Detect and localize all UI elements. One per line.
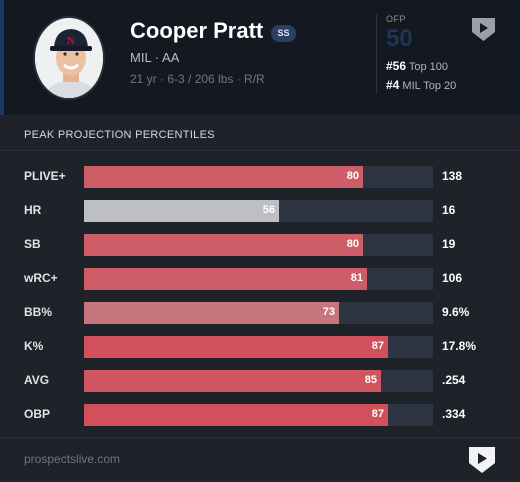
footer-divider bbox=[0, 437, 520, 438]
row-value: 17.8% bbox=[442, 339, 477, 353]
row-value: .254 bbox=[442, 373, 466, 387]
row-label: AVG bbox=[24, 373, 50, 387]
row-value: .334 bbox=[442, 407, 466, 421]
percentile-track: 87 bbox=[84, 336, 433, 358]
percentile-row: BB% 73 9.6% bbox=[0, 302, 520, 324]
percentile-row: HR 56 16 bbox=[0, 200, 520, 222]
percentile-label: 87 bbox=[371, 408, 384, 420]
player-header: N Cooper Pratt SS MIL · AA 21 yr · 6-3 /… bbox=[0, 0, 520, 115]
percentile-track: 56 bbox=[84, 200, 433, 222]
row-label: HR bbox=[24, 203, 42, 217]
prospectslive-footer-logo-icon[interactable] bbox=[468, 446, 496, 474]
top100-rank-number: #56 bbox=[386, 59, 407, 73]
percentile-label: 87 bbox=[371, 340, 384, 352]
team-level: MIL · AA bbox=[130, 50, 180, 65]
team-rank: #4 MIL Top 20 bbox=[386, 78, 456, 92]
percentile-track: 73 bbox=[84, 302, 433, 324]
section-divider bbox=[0, 150, 520, 151]
header-divider bbox=[376, 14, 377, 94]
percentile-row: PLIVE+ 80 138 bbox=[0, 166, 520, 188]
percentile-row: SB 80 19 bbox=[0, 234, 520, 256]
row-label: OBP bbox=[24, 407, 51, 421]
top100-rank: #56 Top 100 bbox=[386, 59, 448, 73]
header-accent bbox=[0, 0, 4, 115]
ofp-label: OFP bbox=[386, 14, 407, 24]
percentile-bar: 85 bbox=[84, 370, 381, 392]
row-label: SB bbox=[24, 237, 41, 251]
ofp-value: 50 bbox=[386, 25, 413, 52]
row-value: 138 bbox=[442, 169, 463, 183]
row-value: 19 bbox=[442, 237, 456, 251]
player-bio: 21 yr · 6-3 / 206 lbs · R/R bbox=[130, 72, 265, 86]
percentile-label: 80 bbox=[346, 238, 359, 250]
row-label: PLIVE+ bbox=[24, 169, 66, 183]
percentile-bar: 73 bbox=[84, 302, 339, 324]
percentile-bar: 87 bbox=[84, 404, 388, 426]
percentile-track: 85 bbox=[84, 370, 433, 392]
percentile-label: 85 bbox=[364, 374, 377, 386]
row-label: BB% bbox=[24, 305, 53, 319]
svg-text:N: N bbox=[67, 35, 75, 47]
percentile-row: AVG 85 .254 bbox=[0, 370, 520, 392]
section-title: PEAK PROJECTION PERCENTILES bbox=[24, 129, 215, 141]
site-link[interactable]: prospectslive.com bbox=[24, 452, 121, 466]
percentile-label: 73 bbox=[322, 306, 335, 318]
percentile-track: 81 bbox=[84, 268, 433, 290]
percentile-bar: 56 bbox=[84, 200, 279, 222]
percentile-bar: 87 bbox=[84, 336, 388, 358]
team-rank-label: MIL Top 20 bbox=[402, 80, 457, 92]
position-badge: SS bbox=[271, 25, 296, 42]
prospectslive-logo-icon[interactable] bbox=[471, 17, 496, 42]
percentile-row: OBP 87 .334 bbox=[0, 404, 520, 426]
percentile-label: 56 bbox=[262, 204, 275, 216]
percentile-row: K% 87 17.8% bbox=[0, 336, 520, 358]
percentile-row: wRC+ 81 106 bbox=[0, 268, 520, 290]
player-name: Cooper Pratt bbox=[130, 18, 264, 43]
percentile-bar: 80 bbox=[84, 234, 363, 256]
percentile-track: 80 bbox=[84, 234, 433, 256]
row-label: wRC+ bbox=[24, 271, 58, 285]
row-label: K% bbox=[24, 339, 44, 353]
percentile-bar: 81 bbox=[84, 268, 367, 290]
row-value: 16 bbox=[442, 203, 456, 217]
top100-rank-label: Top 100 bbox=[408, 61, 449, 73]
percentile-bar: 80 bbox=[84, 166, 363, 188]
percentile-track: 87 bbox=[84, 404, 433, 426]
row-value: 106 bbox=[442, 271, 463, 285]
percentile-track: 80 bbox=[84, 166, 433, 188]
avatar: N bbox=[33, 16, 105, 100]
team-rank-number: #4 bbox=[386, 78, 400, 92]
percentile-label: 80 bbox=[346, 170, 359, 182]
row-value: 9.6% bbox=[442, 305, 470, 319]
percentile-label: 81 bbox=[350, 272, 363, 284]
